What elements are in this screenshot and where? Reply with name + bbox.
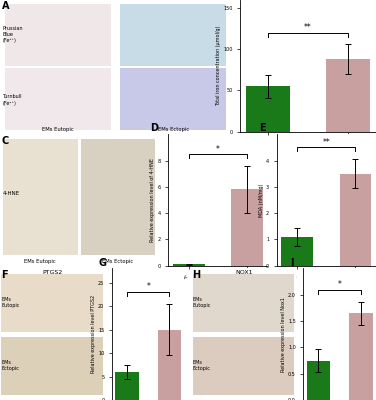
FancyBboxPatch shape bbox=[3, 140, 78, 255]
Text: *: * bbox=[216, 144, 220, 154]
Text: EMs Eutopic: EMs Eutopic bbox=[42, 126, 74, 132]
Text: EMs
Eutopic: EMs Eutopic bbox=[193, 297, 211, 308]
Bar bbox=[173, 264, 205, 266]
Bar bbox=[246, 86, 290, 132]
Text: *: * bbox=[146, 282, 150, 292]
Bar bbox=[307, 360, 330, 400]
FancyBboxPatch shape bbox=[120, 68, 226, 130]
Text: F: F bbox=[1, 270, 8, 280]
FancyBboxPatch shape bbox=[5, 68, 111, 130]
Bar bbox=[326, 59, 370, 132]
Text: 4-HNE: 4-HNE bbox=[3, 191, 20, 196]
Y-axis label: Relative expression level Nox1: Relative expression level Nox1 bbox=[281, 297, 286, 372]
FancyBboxPatch shape bbox=[193, 337, 294, 395]
Text: G: G bbox=[99, 258, 107, 268]
FancyBboxPatch shape bbox=[5, 4, 111, 66]
Y-axis label: Relative expression level PTGS2: Relative expression level PTGS2 bbox=[91, 295, 96, 373]
Bar bbox=[281, 237, 313, 266]
Bar bbox=[158, 330, 181, 400]
Text: H: H bbox=[193, 270, 201, 280]
Text: D: D bbox=[150, 124, 158, 134]
Text: *: * bbox=[338, 280, 342, 289]
Text: EMs Ectopic: EMs Ectopic bbox=[158, 126, 189, 132]
FancyBboxPatch shape bbox=[1, 274, 103, 332]
Text: EMs Ectopic: EMs Ectopic bbox=[102, 260, 133, 264]
Text: EMs
Ectopic: EMs Ectopic bbox=[1, 360, 19, 371]
Y-axis label: MDA (nM/mg): MDA (nM/mg) bbox=[259, 183, 264, 217]
Text: NOX1: NOX1 bbox=[235, 270, 253, 275]
Text: Prussian
Blue
(Fe³⁺): Prussian Blue (Fe³⁺) bbox=[2, 26, 23, 43]
FancyBboxPatch shape bbox=[193, 274, 294, 332]
Text: E: E bbox=[259, 124, 265, 134]
Text: EMs Eutopic: EMs Eutopic bbox=[24, 260, 56, 264]
Text: Turnbull
(Fe²⁺): Turnbull (Fe²⁺) bbox=[2, 94, 22, 106]
Text: C: C bbox=[2, 136, 9, 146]
FancyBboxPatch shape bbox=[1, 337, 103, 395]
FancyBboxPatch shape bbox=[120, 4, 226, 66]
Text: **: ** bbox=[323, 138, 330, 147]
Text: EMs
Ectopic: EMs Ectopic bbox=[193, 360, 211, 371]
Bar bbox=[115, 372, 139, 400]
Bar bbox=[349, 313, 373, 400]
Text: EMs
Eutopic: EMs Eutopic bbox=[1, 297, 20, 308]
Bar bbox=[340, 174, 371, 266]
Y-axis label: Total iron concentration (μmol/g): Total iron concentration (μmol/g) bbox=[216, 26, 221, 106]
FancyBboxPatch shape bbox=[81, 140, 156, 255]
Text: **: ** bbox=[304, 23, 312, 32]
Text: I: I bbox=[290, 258, 294, 268]
Text: PTGS2: PTGS2 bbox=[42, 270, 62, 275]
Bar bbox=[231, 190, 263, 266]
Text: A: A bbox=[2, 1, 10, 11]
Y-axis label: Relative expression level of 4-HNE: Relative expression level of 4-HNE bbox=[150, 158, 155, 242]
